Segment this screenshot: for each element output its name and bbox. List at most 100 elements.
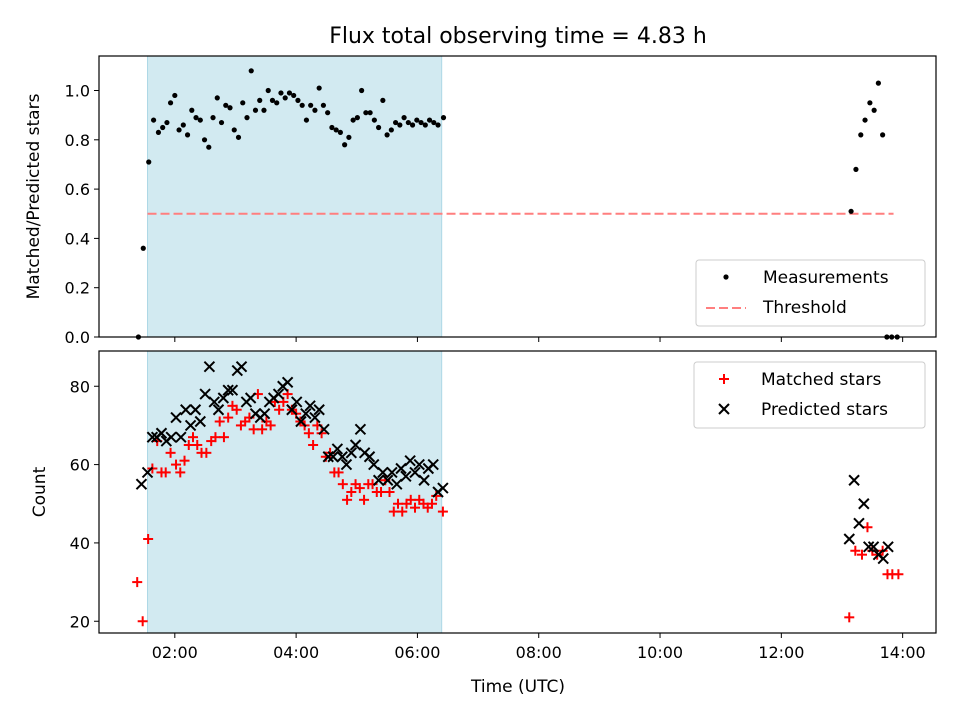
- measurement-point: [363, 110, 369, 116]
- matched-stars-point: [183, 440, 194, 450]
- measurement-point: [235, 134, 242, 140]
- predicted-stars-point: [199, 388, 211, 400]
- predicted-stars-point: [244, 392, 257, 404]
- measurement-point: [257, 97, 263, 103]
- matched-stars-point: [437, 506, 448, 517]
- matched-stars-point: [397, 506, 408, 517]
- predicted-stars-point: [203, 360, 216, 373]
- measurement-point: [140, 245, 146, 251]
- measurement-point: [248, 68, 254, 74]
- matched-stars-point: [303, 428, 314, 439]
- y-tick-label: 0.0: [65, 328, 90, 347]
- predicted-stars-point: [222, 384, 234, 396]
- measurement-point: [274, 100, 280, 106]
- measurement-point: [329, 124, 335, 131]
- x-tick-label: 14:00: [880, 643, 926, 662]
- measurement-point: [210, 115, 216, 121]
- predicted-stars-point: [418, 474, 430, 486]
- predicted-stars-point: [300, 407, 312, 420]
- predicted-stars-point: [843, 533, 855, 545]
- measurement-point: [853, 166, 859, 172]
- measurement-point: [176, 127, 182, 133]
- predicted-stars-point: [718, 403, 730, 415]
- matched-stars-point: [192, 440, 203, 450]
- matched-stars-point: [143, 534, 154, 544]
- measurement-point: [858, 132, 864, 138]
- matched-stars-point: [376, 487, 387, 497]
- predicted-stars-point: [331, 443, 344, 455]
- y-tick-label: 1.0: [65, 82, 90, 101]
- measurement-point: [422, 122, 428, 128]
- y-tick-label: 20: [70, 612, 90, 631]
- legend: Matched stars Predicted stars: [693, 361, 926, 429]
- measurement-point: [172, 92, 178, 99]
- measurement-point: [201, 137, 208, 143]
- predicted-stars-point: [155, 427, 168, 439]
- x-tick-label: 08:00: [516, 643, 562, 662]
- legend-label: Measurements: [763, 268, 889, 288]
- predicted-stars-point: [165, 431, 177, 443]
- measurement-point: [214, 95, 220, 101]
- matched-stars-point: [405, 494, 416, 505]
- measurement-point: [155, 129, 162, 136]
- predicted-stars-point: [395, 462, 407, 475]
- matched-stars-point: [844, 612, 855, 623]
- x-tick-label: 04:00: [273, 643, 319, 662]
- predicted-stars-point: [141, 466, 154, 479]
- predicted-stars-point: [322, 451, 334, 463]
- matched-stars-point: [337, 479, 348, 490]
- panel-counts: 02:00 04:00 06:00 08:00 10:00 12:00 14:00 20 40 6…: [30, 350, 937, 662]
- y-tick-label: 40: [70, 534, 90, 553]
- measurement-point: [435, 122, 441, 128]
- matched-stars-point: [857, 549, 868, 560]
- matched-stars-point: [175, 467, 186, 478]
- predicted-stars-point: [336, 451, 348, 463]
- measurement-point: [244, 115, 250, 121]
- measurement-point: [342, 142, 348, 148]
- measurement-point: [278, 90, 284, 96]
- matched-stars-point: [316, 428, 327, 439]
- predicted-stars-point: [258, 407, 271, 420]
- measurement-point: [295, 97, 301, 103]
- measurement-point: [160, 124, 166, 131]
- measurement-point: [401, 115, 407, 121]
- measurement-point: [431, 119, 437, 126]
- matched-stars-point: [223, 412, 234, 423]
- predicted-stars-point: [272, 388, 285, 400]
- measurement-point: [354, 115, 360, 121]
- measurement-point: [723, 274, 729, 280]
- predicted-stars-point: [180, 404, 192, 416]
- matched-stars-point: [165, 447, 176, 458]
- predicted-stars-point: [427, 458, 439, 471]
- predicted-stars-point: [170, 411, 182, 424]
- measurement-point: [227, 105, 233, 111]
- legend-box: [695, 259, 926, 327]
- plot-frame: [98, 55, 937, 338]
- predicted-stars-point: [372, 474, 385, 486]
- measurement-point: [269, 97, 276, 103]
- matched-stars-point: [188, 432, 199, 443]
- predicted-stars-point: [877, 552, 889, 565]
- chart-title: Flux total observing time = 4.83 h: [329, 24, 707, 49]
- measurement-point: [189, 107, 195, 113]
- x-tick-label: 10:00: [637, 643, 683, 662]
- y-tick-label: 60: [70, 456, 90, 475]
- predicted-stars-point: [175, 431, 187, 443]
- predicted-stars-point: [291, 396, 303, 408]
- matched-stars-point: [426, 498, 437, 509]
- measurement-point: [350, 117, 356, 123]
- measurement-point: [337, 129, 343, 136]
- measurement-point: [388, 127, 394, 133]
- predicted-stars-point: [848, 474, 860, 486]
- predicted-stars-point: [409, 466, 421, 479]
- measurement-point: [397, 122, 403, 128]
- measurement-point: [871, 107, 877, 113]
- measurement-point: [333, 127, 339, 133]
- measurement-point: [346, 134, 352, 140]
- predicted-stars-point: [194, 415, 206, 428]
- predicted-stars-point: [862, 541, 875, 553]
- matched-stars-point: [308, 440, 319, 450]
- measurement-point: [426, 117, 433, 123]
